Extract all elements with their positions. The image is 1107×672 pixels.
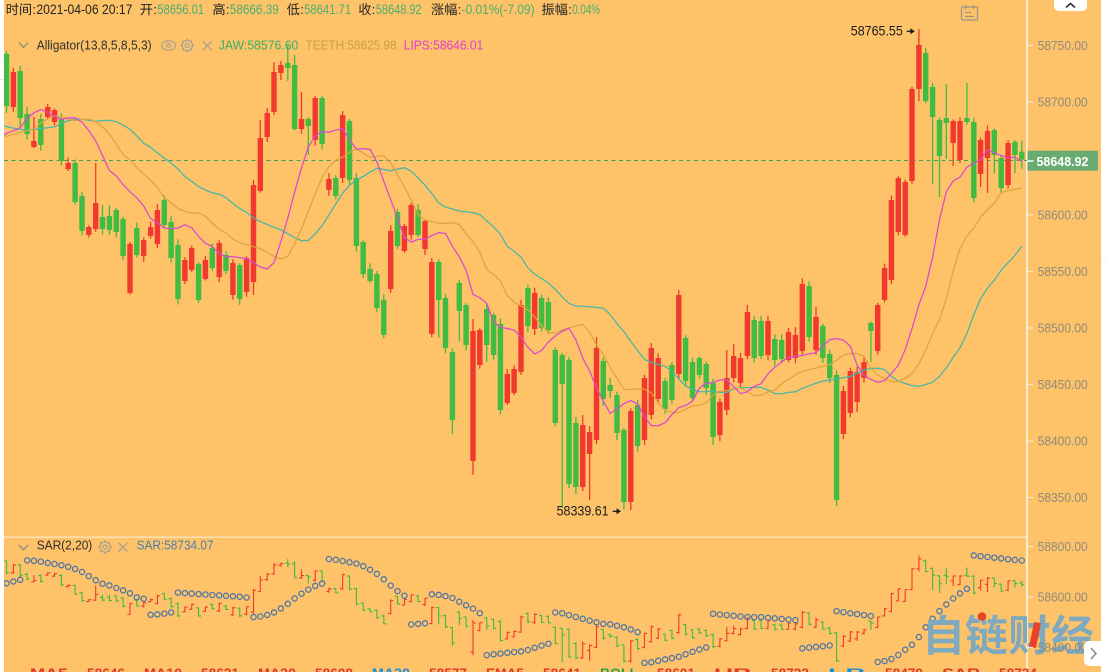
svg-text:SAR:58734.07: SAR:58734.07 [137,538,214,553]
svg-text:Alligator(13,8,5,8,5,3): Alligator(13,8,5,8,5,3) [37,38,152,53]
svg-text:58400.00: 58400.00 [1038,640,1088,655]
svg-text:MA20: MA20 [258,667,296,672]
svg-text:SAR: SAR [942,667,980,672]
svg-text:-0.01%(-7.09): -0.01%(-7.09) [462,1,535,17]
svg-text:58479: 58479 [885,667,923,672]
svg-text:58641.71: 58641.71 [304,1,351,17]
svg-text:0.04%: 0.04% [572,1,600,17]
svg-text:58700.00: 58700.00 [1038,95,1088,110]
svg-text:58800.00: 58800.00 [1038,539,1088,554]
svg-text::: : [300,2,304,17]
svg-text:58500.00: 58500.00 [1038,321,1088,336]
svg-text:58350.00: 58350.00 [1038,490,1088,505]
svg-text:2021-04-06 20:17: 2021-04-06 20:17 [36,1,132,17]
svg-text:58765.55: 58765.55 [851,23,903,38]
svg-text::: : [372,2,376,17]
svg-text:58600.00: 58600.00 [1038,208,1088,223]
svg-text:58577: 58577 [429,667,467,672]
svg-text:58648.92: 58648.92 [1037,154,1089,169]
svg-text:SAR(2,20): SAR(2,20) [37,538,93,553]
svg-text:UB: UB [714,667,752,672]
svg-text:TEETH:58625.98: TEETH:58625.98 [306,38,397,53]
svg-text:58666.39: 58666.39 [230,1,279,17]
svg-text:58339.61: 58339.61 [557,503,609,518]
svg-text:BOLL: BOLL [600,667,638,672]
svg-text:58601: 58601 [657,667,695,672]
svg-text:JAW:58576.60: JAW:58576.60 [219,38,298,53]
svg-text:LB: LB [828,667,866,672]
svg-text::: : [32,2,36,17]
svg-text:58750.00: 58750.00 [1038,38,1088,53]
svg-text:58621: 58621 [201,667,239,672]
svg-text:58450.00: 58450.00 [1038,377,1088,392]
svg-text:58734: 58734 [999,667,1037,672]
svg-text::: : [153,2,157,17]
svg-text:58641: 58641 [543,667,581,672]
svg-text:MA10: MA10 [144,667,182,672]
svg-text:EMA5: EMA5 [486,667,524,672]
svg-text::: : [568,2,572,17]
svg-text:MA5: MA5 [30,667,68,672]
svg-text::: : [226,2,230,17]
svg-text:58723: 58723 [771,667,809,672]
svg-text:58646: 58646 [87,667,125,672]
svg-text:58600.00: 58600.00 [1038,590,1088,605]
svg-text:58608: 58608 [315,667,353,672]
svg-text:58648.92: 58648.92 [376,1,422,17]
svg-text:58550.00: 58550.00 [1038,264,1088,279]
svg-text:58400.00: 58400.00 [1038,434,1088,449]
svg-text::: : [458,2,462,17]
svg-text:LIPS:58646.01: LIPS:58646.01 [404,38,483,53]
svg-text:58656.01: 58656.01 [157,1,204,17]
svg-text:MA30: MA30 [372,667,410,672]
